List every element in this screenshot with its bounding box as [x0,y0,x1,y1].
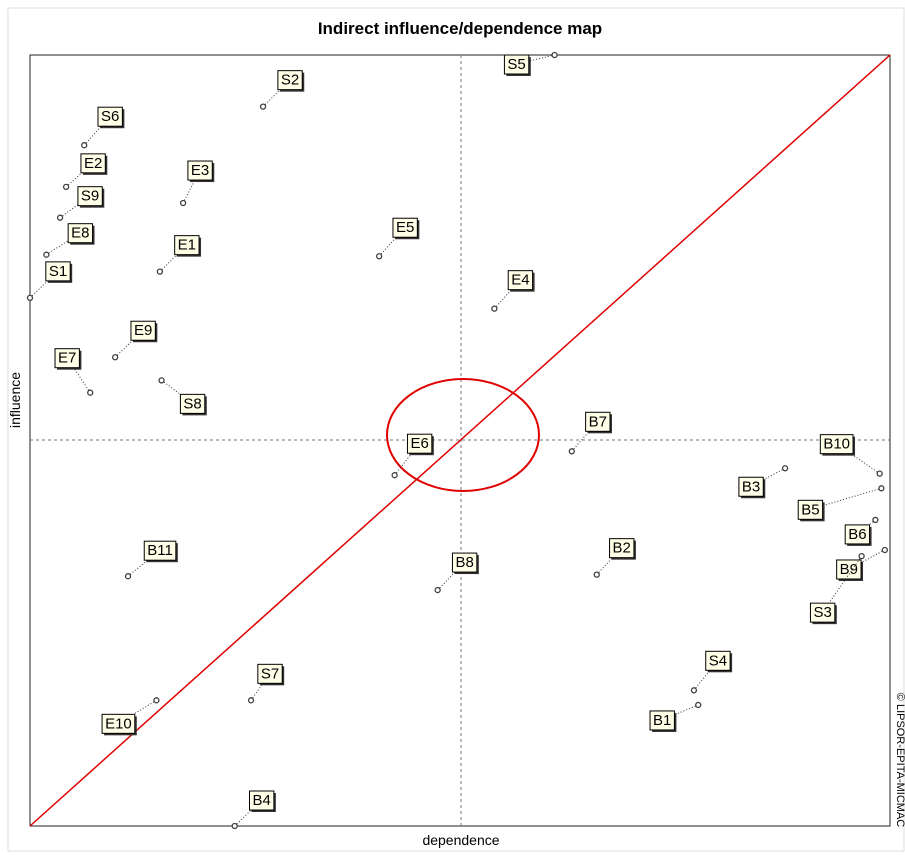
point [64,184,69,189]
point [232,824,237,829]
point-label: E5 [396,219,414,236]
point [157,269,162,274]
point-label: S8 [183,395,201,412]
point-label: S6 [101,108,119,125]
point [435,588,440,593]
point [879,486,884,491]
point [873,517,878,522]
point [691,688,696,693]
x-axis-label: dependence [422,832,499,848]
point-label: S1 [49,263,67,280]
point-label: B5 [801,501,819,518]
point [261,104,266,109]
point-label: S9 [81,188,99,205]
point-label: E6 [410,435,428,452]
side-note: © LIPSOR-EPITA-MICMAC [894,693,905,827]
chart-title: Indirect influence/dependence map [318,19,602,38]
point-label: B9 [840,561,858,578]
point [783,466,788,471]
point-label: E1 [178,237,196,254]
point-label: E2 [84,155,102,172]
point [126,574,131,579]
point-label: B3 [742,478,760,495]
point-label: B10 [823,436,850,453]
point-label: B11 [147,542,173,559]
point [377,254,382,259]
point [552,53,557,58]
point [882,547,887,552]
point-label: S7 [261,665,279,682]
point-label: S4 [709,652,727,669]
y-axis-label: influence [7,372,23,428]
point-label: E7 [58,350,76,367]
point-label: E4 [511,272,529,289]
point-label: E10 [105,715,132,732]
point [249,698,254,703]
point-label: B6 [848,526,866,543]
point [392,473,397,478]
point-label: B2 [613,540,631,557]
point [594,572,599,577]
point [569,449,574,454]
point-label: S2 [281,72,299,89]
point [88,390,93,395]
point-label: E3 [191,162,209,179]
point [44,252,49,257]
point-label: S5 [507,56,525,73]
point-label: S3 [813,604,831,621]
point [859,554,864,559]
point-label: B1 [653,712,671,729]
point-label: B7 [589,413,607,430]
point-label: B8 [455,554,473,571]
chart: Indirect influence/dependence map depend… [0,0,905,852]
point [181,201,186,206]
point [58,215,63,220]
point [159,378,164,383]
point [492,306,497,311]
point [877,471,882,476]
point [113,355,118,360]
point [82,143,87,148]
point [696,702,701,707]
point-label: E9 [134,322,152,339]
point-label: E8 [71,225,89,242]
point [28,295,33,300]
point [154,698,159,703]
point-label: B4 [253,792,271,809]
